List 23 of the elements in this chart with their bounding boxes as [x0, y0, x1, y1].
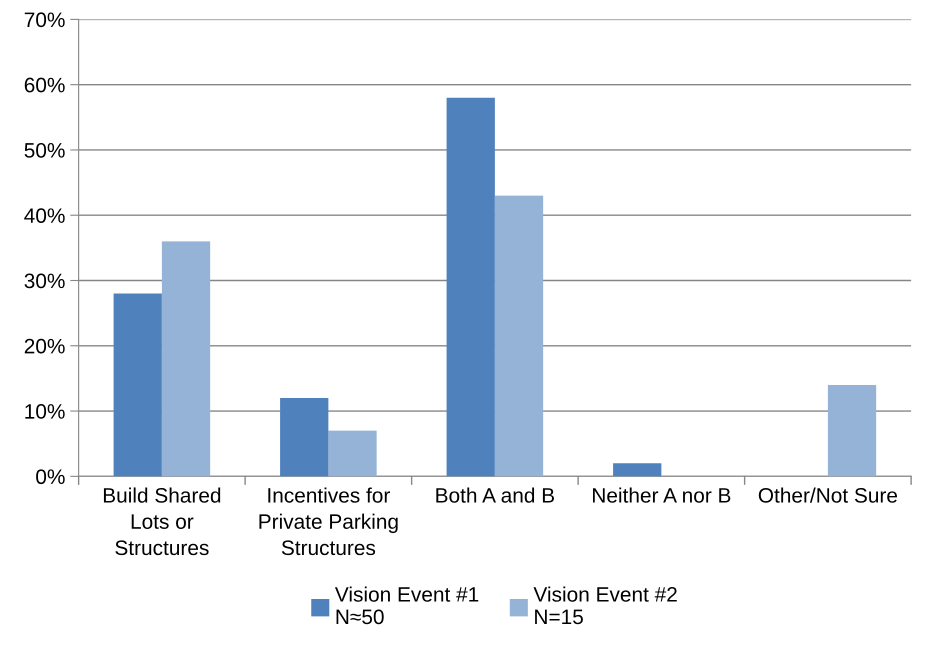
y-tick-label: 70% — [24, 12, 65, 28]
y-tick-label: 40% — [24, 208, 65, 223]
y-tick-label: 60% — [24, 78, 65, 92]
bar — [114, 294, 162, 476]
y-tick-label: 20% — [24, 338, 65, 354]
x-tick-label: Build Shared Lots or Structures — [104, 487, 220, 556]
legend-label: Vision Event #2 N=15 — [534, 586, 677, 624]
bar — [494, 196, 544, 476]
bar — [162, 241, 210, 476]
y-tick-label: 50% — [24, 142, 65, 158]
bar — [280, 398, 328, 476]
bar — [328, 430, 377, 476]
bar — [613, 463, 662, 476]
x-tick-label: Neither A nor B — [593, 487, 730, 503]
x-tick-label: Both A and B — [436, 487, 554, 503]
x-tick-label: Other/Not Sure — [758, 487, 898, 503]
bar — [446, 98, 495, 476]
y-tick-label: 10% — [25, 404, 65, 419]
x-tick-label: Incentives for Private Parking Structures — [259, 487, 398, 556]
y-tick-label: 30% — [24, 274, 65, 288]
y-tick-label: 0% — [36, 469, 65, 484]
bar — [828, 384, 876, 476]
legend-label: Vision Event #1 N≈50 — [334, 586, 478, 624]
